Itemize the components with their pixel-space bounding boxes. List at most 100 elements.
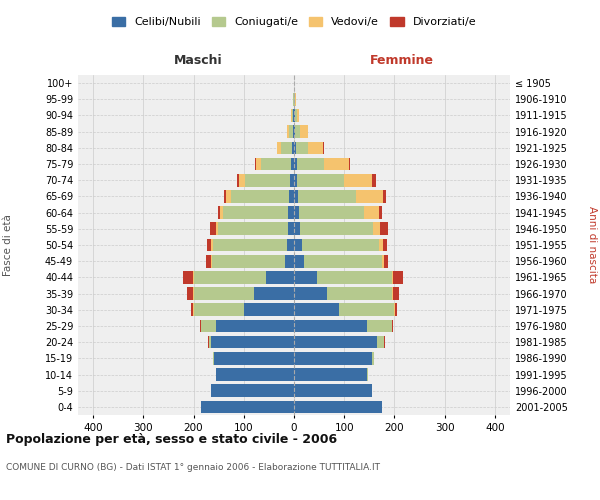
Bar	[364, 206, 379, 219]
Text: Fasce di età: Fasce di età	[3, 214, 13, 276]
Bar	[289, 190, 294, 202]
Bar	[296, 109, 299, 122]
Bar	[367, 320, 392, 332]
Bar	[294, 190, 298, 202]
Bar	[266, 271, 294, 283]
Bar	[300, 126, 308, 138]
Bar	[377, 336, 385, 348]
Bar	[289, 126, 293, 138]
Bar	[367, 368, 368, 381]
Bar	[294, 222, 300, 235]
Bar	[395, 304, 397, 316]
Bar	[237, 174, 239, 186]
Bar	[302, 238, 379, 252]
Bar	[294, 352, 372, 364]
Bar	[294, 400, 382, 413]
Bar	[296, 158, 324, 170]
Bar	[211, 384, 294, 397]
Text: Anni di nascita: Anni di nascita	[587, 206, 597, 284]
Bar	[300, 222, 373, 235]
Bar	[294, 384, 372, 397]
Bar	[211, 336, 294, 348]
Bar	[296, 142, 308, 154]
Bar	[212, 352, 214, 364]
Bar	[382, 255, 385, 268]
Bar	[379, 206, 382, 219]
Bar	[383, 190, 386, 202]
Bar	[224, 190, 226, 202]
Bar	[212, 238, 287, 252]
Bar	[392, 320, 393, 332]
Bar	[383, 238, 388, 252]
Bar	[287, 126, 289, 138]
Bar	[296, 174, 344, 186]
Bar	[218, 222, 288, 235]
Bar	[294, 288, 326, 300]
Bar	[292, 109, 293, 122]
Bar	[216, 368, 294, 381]
Bar	[281, 142, 292, 154]
Bar	[392, 271, 394, 283]
Bar	[200, 320, 201, 332]
Bar	[223, 206, 288, 219]
Bar	[220, 206, 223, 219]
Bar	[294, 126, 295, 138]
Bar	[326, 288, 392, 300]
Bar	[294, 336, 377, 348]
Bar	[290, 174, 294, 186]
Bar	[194, 288, 254, 300]
Bar	[215, 222, 218, 235]
Bar	[295, 109, 296, 122]
Bar	[392, 288, 393, 300]
Bar	[324, 158, 349, 170]
Bar	[256, 158, 262, 170]
Bar	[207, 238, 211, 252]
Bar	[295, 93, 296, 106]
Bar	[294, 320, 367, 332]
Bar	[292, 142, 294, 154]
Bar	[294, 174, 296, 186]
Bar	[294, 206, 299, 219]
Text: COMUNE DI CURNO (BG) - Dati ISTAT 1° gennaio 2006 - Elaborazione TUTTITALIA.IT: COMUNE DI CURNO (BG) - Dati ISTAT 1° gen…	[6, 462, 380, 471]
Bar	[245, 174, 290, 186]
Bar	[231, 190, 289, 202]
Bar	[393, 288, 399, 300]
Bar	[385, 255, 388, 268]
Bar	[262, 158, 292, 170]
Bar	[294, 304, 339, 316]
Bar	[201, 400, 294, 413]
Bar	[191, 304, 193, 316]
Text: Femmine: Femmine	[370, 54, 434, 68]
Bar	[304, 255, 382, 268]
Bar	[244, 304, 294, 316]
Bar	[254, 288, 294, 300]
Bar	[339, 304, 394, 316]
Bar	[218, 206, 220, 219]
Bar	[211, 255, 212, 268]
Bar	[317, 271, 392, 283]
Bar	[294, 255, 304, 268]
Bar	[294, 271, 317, 283]
Bar	[187, 288, 193, 300]
Bar	[379, 238, 383, 252]
Bar	[194, 304, 244, 316]
Bar	[299, 206, 364, 219]
Bar	[209, 336, 211, 348]
Bar	[294, 238, 302, 252]
Bar	[288, 222, 294, 235]
Bar	[292, 158, 294, 170]
Bar	[226, 190, 231, 202]
Bar	[201, 320, 216, 332]
Bar	[294, 158, 296, 170]
Bar	[209, 222, 215, 235]
Bar	[372, 174, 376, 186]
Bar	[356, 190, 383, 202]
Bar	[295, 126, 300, 138]
Bar	[212, 255, 285, 268]
Bar	[372, 352, 374, 364]
Bar	[211, 238, 212, 252]
Legend: Celibi/Nubili, Coniugati/e, Vedovi/e, Divorziati/e: Celibi/Nubili, Coniugati/e, Vedovi/e, Di…	[107, 12, 481, 32]
Bar	[239, 174, 245, 186]
Bar	[298, 190, 356, 202]
Bar	[216, 320, 294, 332]
